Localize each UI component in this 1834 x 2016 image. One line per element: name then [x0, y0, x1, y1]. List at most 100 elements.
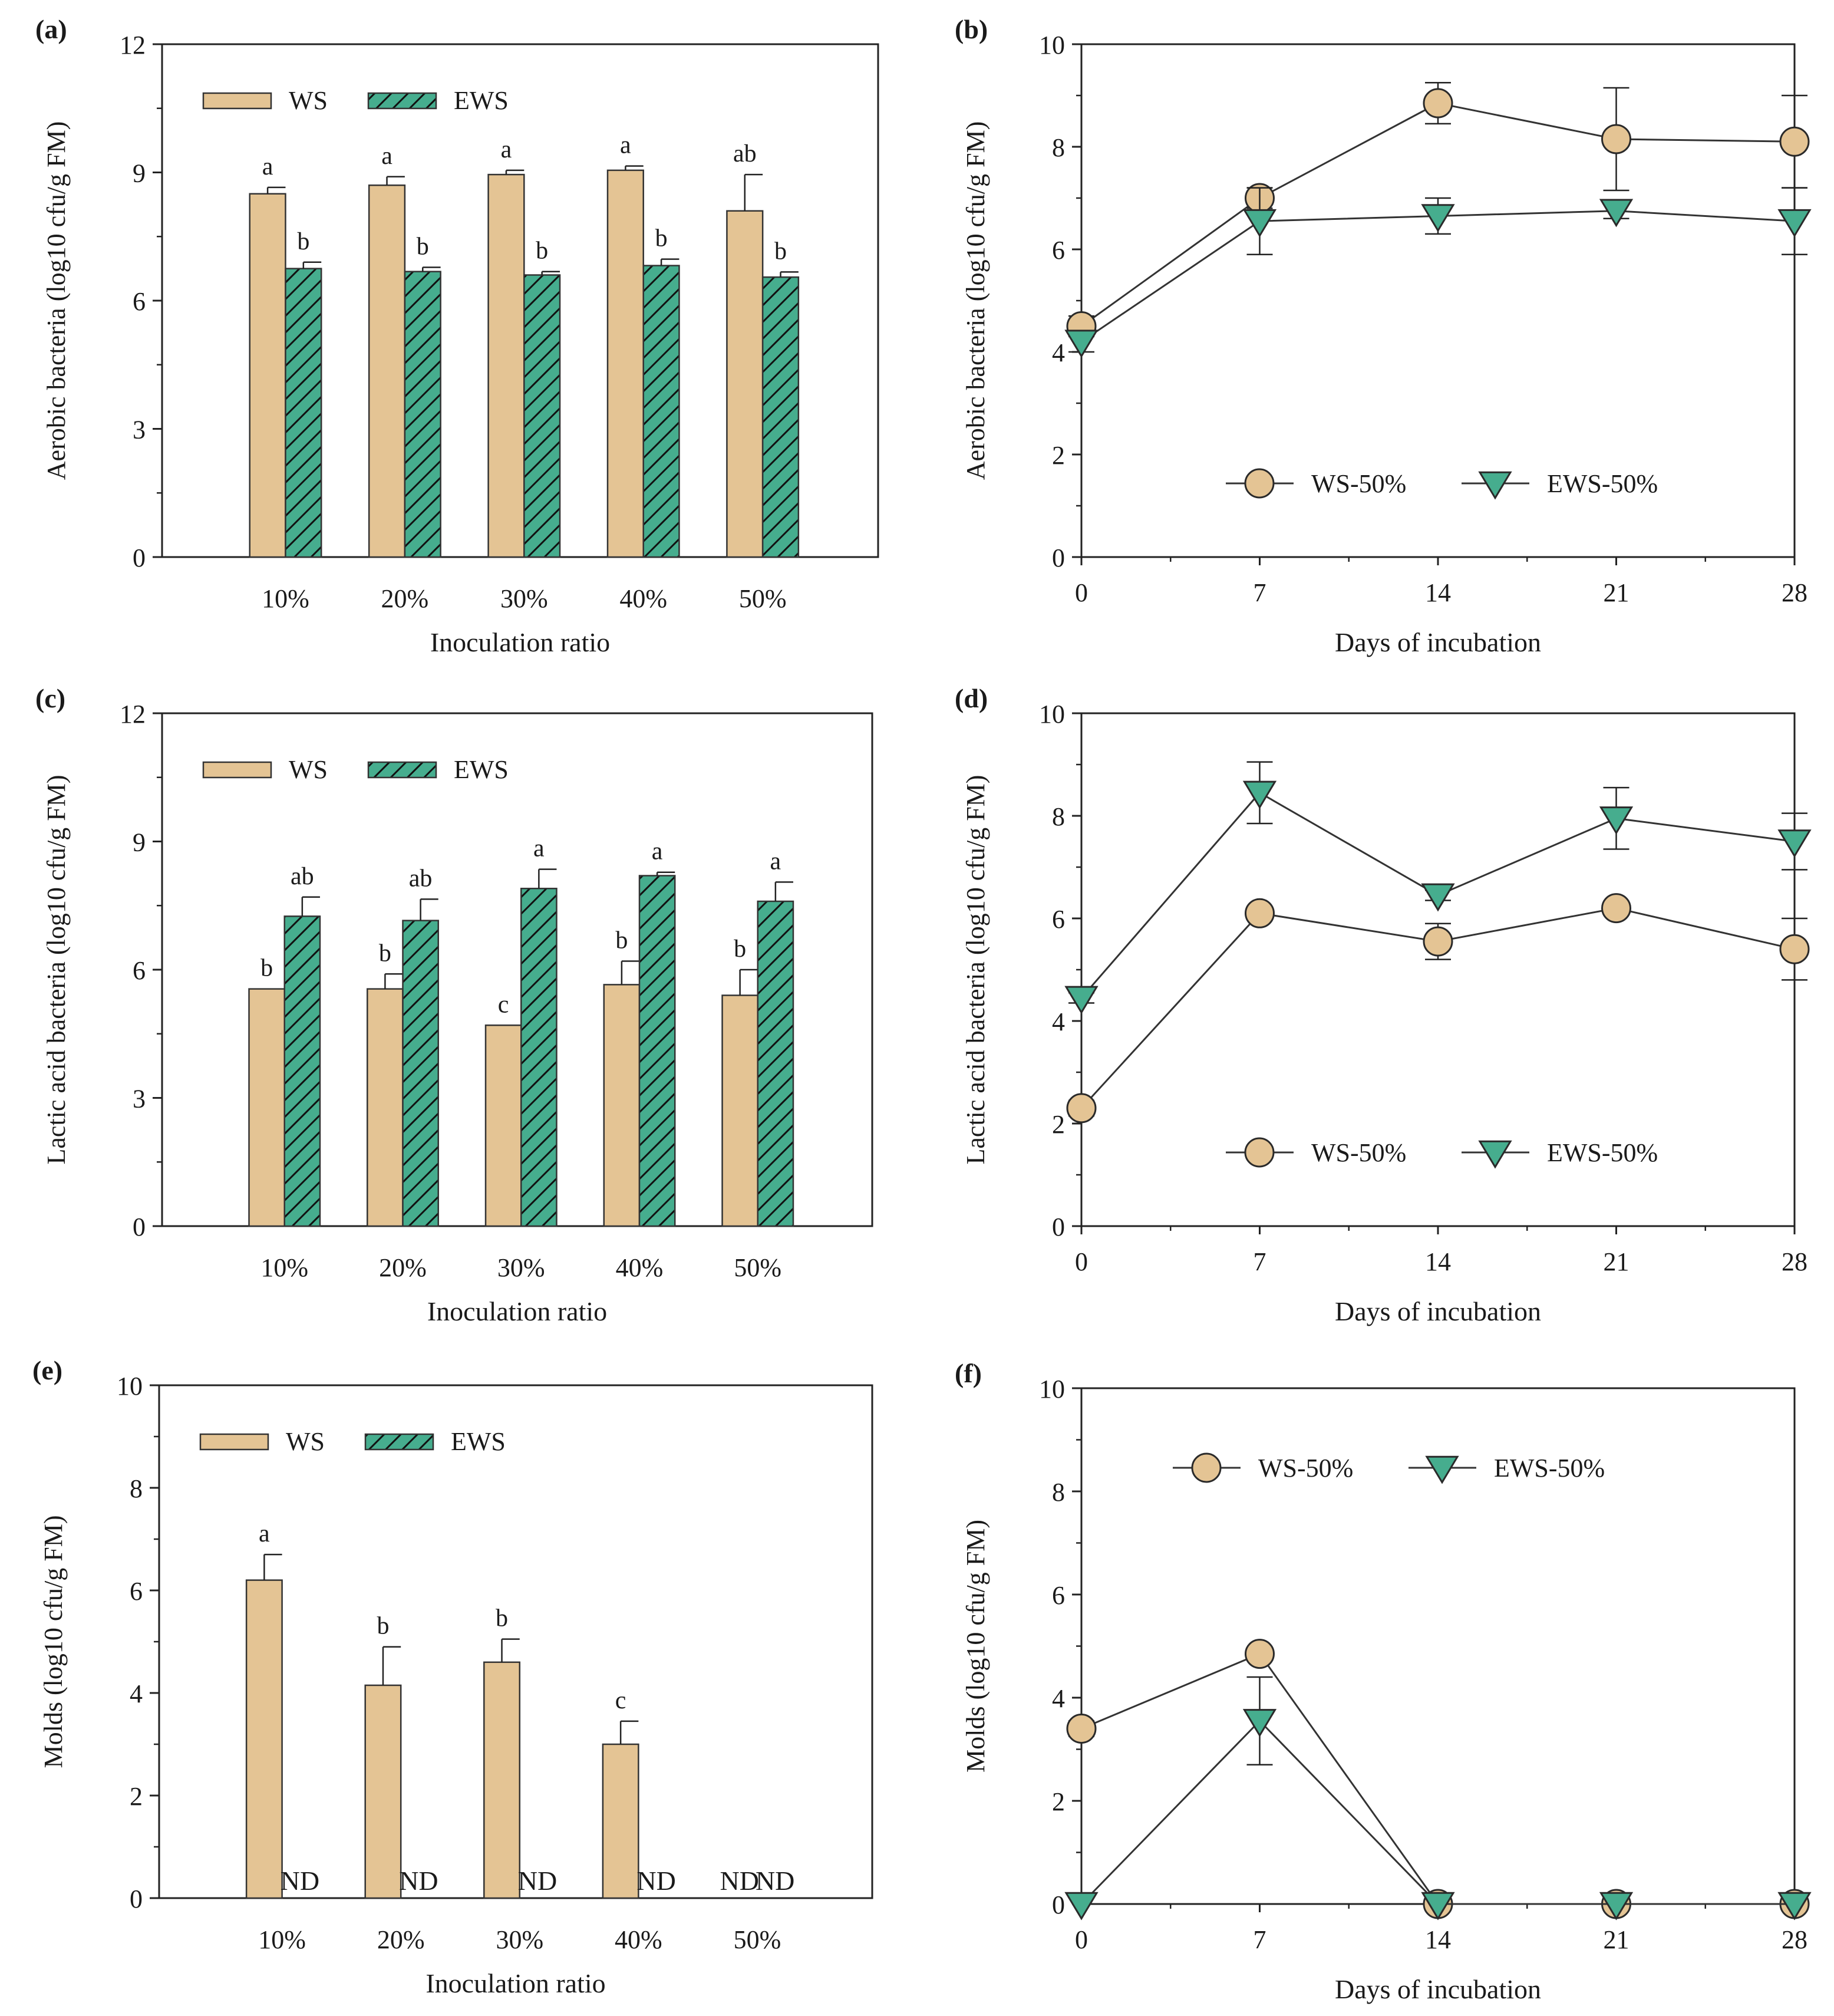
y-tick-label: 2	[1052, 441, 1065, 470]
significance-letter: b	[377, 1613, 389, 1640]
y-axis-label: Molds (log10 cfu/g FM)	[39, 1516, 68, 1768]
ews-bar-40%	[638, 875, 676, 1227]
panel-label: (f)	[955, 1358, 982, 1388]
ews-point-day-28	[1777, 1892, 1812, 1921]
ews-point-day-21	[1599, 1892, 1634, 1921]
y-tick-label: 9	[133, 159, 146, 188]
panel-c: (c) 0 3 6 9 12 Lactic acid bacteria (log10 cfu…	[35, 683, 873, 1326]
legend-swatch-ews	[367, 761, 437, 779]
y-tick-label: 6	[133, 956, 146, 985]
ws-bar-10%	[248, 988, 285, 1227]
ws-point-day-21	[1601, 893, 1631, 924]
legend-marker-ews	[1478, 1140, 1512, 1169]
y-tick-label: 0	[130, 1885, 143, 1913]
ews-point-day-28	[1777, 829, 1812, 858]
y-tick-label: 10	[117, 1372, 143, 1401]
ews-point-day-28	[1777, 209, 1812, 238]
nd-label: ND	[281, 1866, 319, 1896]
x-tick-label: 28	[1782, 1247, 1807, 1276]
x-tick-label: 50%	[734, 1925, 781, 1954]
y-tick-label: 4	[1052, 1007, 1065, 1036]
x-tick-label: 21	[1604, 578, 1630, 607]
x-axis-label: Inoculation ratio	[430, 627, 610, 657]
y-tick-label: 10	[1039, 700, 1065, 729]
y-tick-label: 10	[1039, 1375, 1065, 1404]
y-tick-label: 3	[133, 416, 146, 444]
x-tick-label: 14	[1425, 1247, 1451, 1276]
significance-letter: a	[770, 848, 781, 875]
y-axis-label: Aerobic bacteria (log10 cfu/g FM)	[42, 121, 71, 480]
legend-label-ws: WS	[286, 1427, 325, 1456]
y-tick-label: 3	[133, 1085, 146, 1114]
x-axis-label: Inoculation ratio	[427, 1296, 607, 1326]
legend-swatch-ews	[364, 1433, 434, 1451]
ws-bar-40%	[606, 169, 644, 558]
significance-letter: b	[734, 935, 746, 963]
panel-label: (c)	[35, 683, 65, 713]
ews-bar-10%	[285, 268, 322, 558]
ews-bar-20%	[402, 920, 439, 1227]
ws-bar-30%	[487, 173, 525, 558]
legend-label-ews: EWS	[454, 86, 509, 115]
x-tick-label: 0	[1075, 578, 1088, 607]
significance-letter: a	[259, 1520, 270, 1547]
panel-label: (e)	[32, 1355, 62, 1385]
x-tick-label: 20%	[379, 1253, 427, 1282]
legend-label-ws: WS-50%	[1311, 469, 1406, 498]
significance-letter: ab	[291, 863, 314, 890]
ews-bar-50%	[761, 276, 800, 558]
legend-swatch-ws	[199, 1433, 269, 1451]
ws-point-day-28	[1779, 126, 1810, 157]
significance-letter: b	[417, 233, 429, 260]
legend-marker-ws	[1191, 1452, 1222, 1483]
y-tick-label: 6	[133, 287, 146, 316]
x-tick-label: 28	[1782, 1925, 1807, 1954]
panel-label: (d)	[955, 683, 988, 713]
significance-letter: b	[379, 940, 391, 967]
ews-point-day-14	[1421, 204, 1455, 233]
y-tick-label: 4	[130, 1679, 143, 1708]
ews-bar-10%	[283, 915, 321, 1227]
significance-letter: b	[260, 955, 273, 982]
legend-label-ws: WS-50%	[1311, 1138, 1406, 1167]
y-axis-label: Lactic acid bacteria (log10 cfu/g FM)	[42, 775, 71, 1165]
ws-bar-50%	[721, 994, 759, 1227]
significance-letter: a	[533, 835, 545, 862]
ws-bar-40%	[602, 1743, 639, 1899]
significance-letter: ab	[733, 140, 757, 167]
panel-b: (b) 0 2 4 6 8 10 Aerobic bacteria (log10 cfu/g …	[955, 14, 1812, 657]
panel-label: (b)	[955, 14, 988, 44]
ews-point-day-21	[1599, 199, 1634, 228]
y-tick-label: 9	[133, 828, 146, 857]
y-tick-label: 8	[1052, 1478, 1065, 1507]
x-tick-label: 14	[1425, 1925, 1451, 1954]
panel-a: (a) 0 3 6 9 12 Aerobic bacteria (log10 cfu/g F…	[35, 14, 879, 657]
ws-point-day-7	[1245, 1639, 1275, 1669]
y-tick-label: 6	[1052, 905, 1065, 934]
legend-marker-ews	[1478, 471, 1512, 500]
ews-point-day-7	[1242, 780, 1277, 809]
y-tick-label: 8	[1052, 133, 1065, 162]
x-tick-label: 20%	[377, 1925, 425, 1954]
x-tick-label: 40%	[616, 1253, 664, 1282]
x-axis-label: Days of incubation	[1335, 627, 1541, 657]
significance-letter: a	[501, 136, 512, 163]
x-tick-label: 10%	[258, 1925, 306, 1954]
y-tick-label: 4	[1052, 1684, 1065, 1713]
ews-bar-30%	[520, 888, 558, 1227]
ws-point-day-7	[1245, 898, 1275, 928]
ews-bar-30%	[523, 274, 561, 558]
x-tick-label: 7	[1254, 1925, 1266, 1954]
y-tick-label: 2	[1052, 1787, 1065, 1816]
x-tick-label: 20%	[381, 584, 429, 613]
legend-marker-ws	[1244, 468, 1275, 499]
nd-label: ND	[756, 1866, 794, 1896]
x-tick-label: 14	[1425, 578, 1451, 607]
legend-label-ews: EWS-50%	[1547, 469, 1658, 498]
x-tick-label: 7	[1254, 578, 1266, 607]
legend-label-ews: EWS	[454, 755, 509, 784]
significance-letter: b	[536, 238, 548, 265]
x-tick-label: 50%	[739, 584, 787, 613]
x-tick-label: 0	[1075, 1247, 1088, 1276]
